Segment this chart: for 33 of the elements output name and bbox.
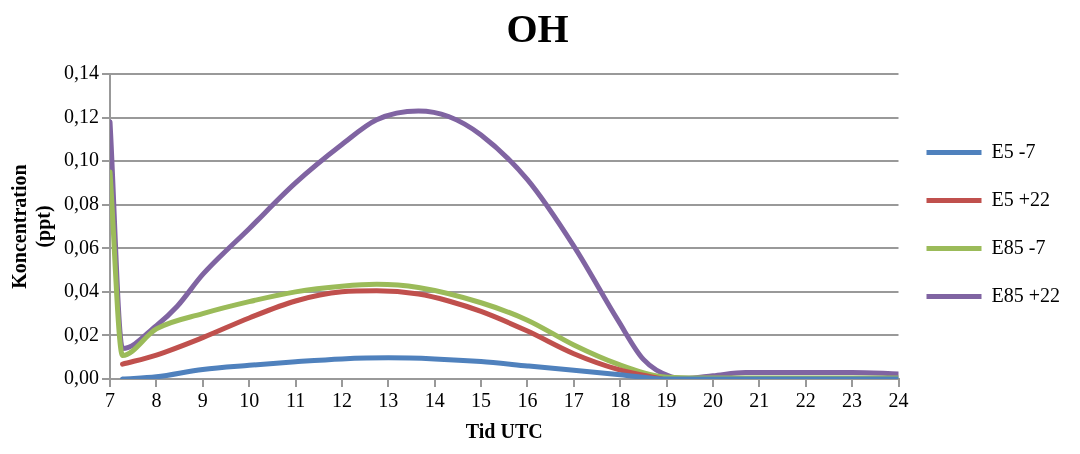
chart-title: OH — [506, 6, 569, 52]
x-tick-label: 24 — [888, 389, 909, 412]
x-tick-label: 10 — [239, 389, 260, 412]
x-tick-label: 8 — [151, 389, 162, 412]
x-tick-label: 22 — [795, 389, 816, 412]
y-tick-label: 0,04 — [64, 279, 99, 302]
y-tick-label: 0,06 — [64, 235, 99, 258]
legend-label: E85 +22 — [991, 283, 1060, 306]
legend-label: E5 -7 — [991, 139, 1036, 162]
y-axis-title: Koncentration (ppt) — [8, 164, 56, 289]
y-tick-label: 0,14 — [64, 61, 99, 84]
legend-label: E85 -7 — [991, 235, 1046, 258]
x-tick-label: 19 — [656, 389, 677, 412]
y-tick-label: 0,00 — [64, 366, 99, 389]
x-tick-label: 16 — [517, 389, 538, 412]
legend-label: E5 +22 — [991, 187, 1050, 210]
x-tick-label: 9 — [197, 389, 208, 412]
x-axis-title: Tid UTC — [465, 420, 543, 443]
x-tick-label: 18 — [610, 389, 631, 412]
x-tick-label: 17 — [563, 389, 584, 412]
x-tick-label: 21 — [749, 389, 770, 412]
x-tick-label: 7 — [105, 389, 115, 412]
x-tick-label: 12 — [331, 389, 352, 412]
y-tick-label: 0,10 — [64, 148, 99, 171]
x-tick-label: 15 — [471, 389, 492, 412]
x-tick-label: 13 — [378, 389, 399, 412]
y-tick-label: 0,12 — [64, 104, 99, 127]
x-tick-label: 20 — [702, 389, 723, 412]
y-tick-label: 0,08 — [64, 191, 99, 214]
x-tick-label: 11 — [285, 389, 306, 412]
x-tick-label: 23 — [842, 389, 863, 412]
y-tick-label: 0,02 — [64, 322, 99, 345]
x-tick-label: 14 — [424, 389, 445, 412]
